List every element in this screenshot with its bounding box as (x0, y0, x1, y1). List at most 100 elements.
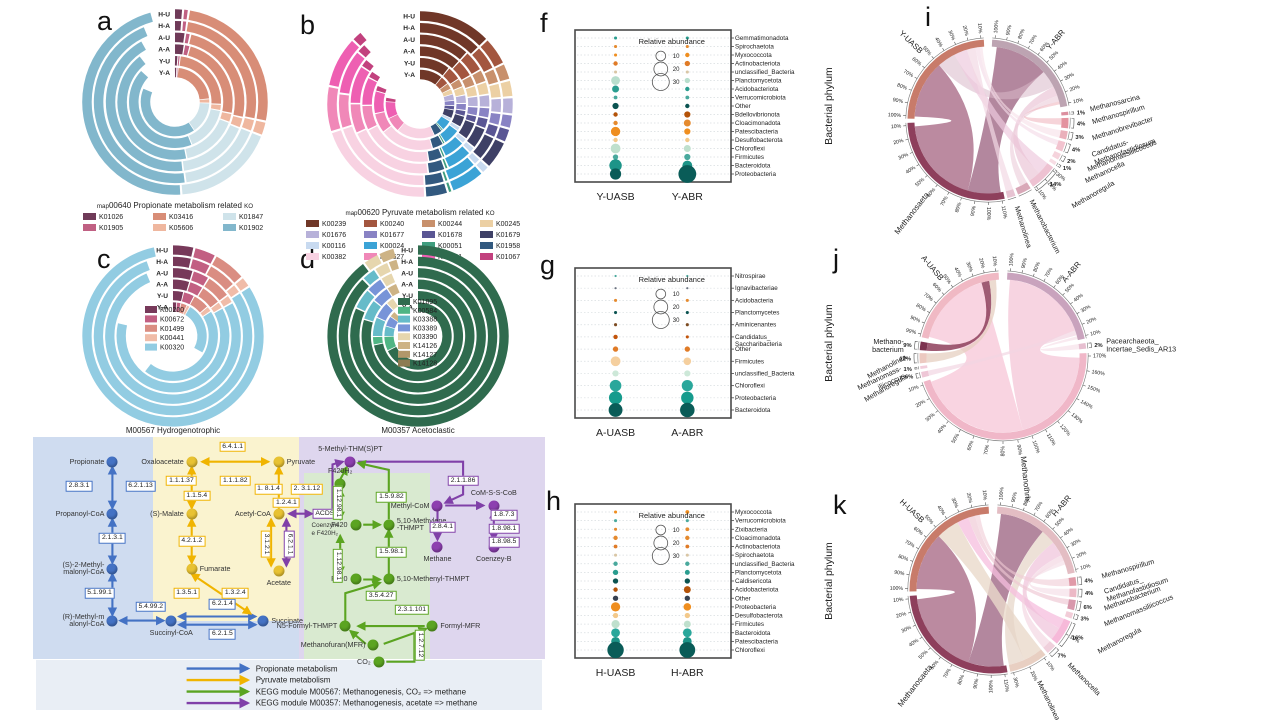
tick-label: 70% (942, 667, 952, 679)
metabolite-node (106, 508, 118, 520)
sector-percent: 4% (1072, 148, 1080, 154)
metabolite-node (186, 456, 198, 468)
tick-label: 40% (933, 36, 944, 48)
phylum-label: Planctomycetota (735, 569, 782, 576)
ring-segment (387, 284, 400, 297)
metabolite-label: Coenzey-B (476, 553, 512, 563)
tick-label: 80% (954, 201, 963, 213)
abundance-dot (685, 52, 690, 58)
ring-segment (472, 70, 486, 85)
chord-ribbon (928, 282, 1023, 433)
ring-segment (389, 114, 405, 130)
legend-label: K01679 (496, 232, 520, 239)
tick-label: 100% (890, 586, 904, 592)
metabolite-node (339, 620, 351, 632)
ring-segment (204, 278, 227, 301)
metabolite-node (186, 508, 198, 520)
tick-label: 100% (1031, 440, 1041, 455)
sector-axis (997, 504, 1077, 573)
tick-label: 80% (897, 554, 909, 563)
tick-label: 90% (892, 97, 904, 105)
tick-label: 50% (923, 514, 935, 526)
sector-name: Methanolinea (1035, 679, 1062, 720)
ring-segment (465, 86, 477, 97)
sector-name: H-UASB (898, 497, 926, 524)
legend-swatch (364, 231, 377, 238)
ring-segment (443, 68, 459, 84)
phylum-label: Desulfobacterota (735, 137, 783, 144)
ring-segment (440, 83, 451, 94)
legend-swatch (480, 231, 493, 238)
tick-label: 20% (1069, 84, 1081, 93)
ring-segment (117, 56, 187, 160)
sector-band (923, 353, 1087, 440)
phylum-label: Spirochaetota (735, 44, 774, 51)
ring-label: Y-U (157, 293, 168, 300)
ring-label: Y-U (404, 60, 415, 67)
abundance-dot (684, 128, 691, 135)
abundance-dot (612, 85, 620, 93)
ring-segment (105, 41, 183, 172)
sector-band (1006, 272, 1085, 341)
ring-segment (427, 160, 445, 173)
abundance-dot (613, 120, 618, 126)
legend-label: K01678 (438, 232, 462, 239)
ring-segment (438, 134, 445, 144)
sector-name: Methanocella (1066, 661, 1103, 698)
abundance-dot (611, 620, 620, 629)
ring-segment (361, 279, 475, 393)
abundance-dot (683, 357, 692, 366)
ring-segment (384, 326, 395, 337)
ring-segment (368, 279, 386, 296)
metabolite-node (350, 519, 362, 531)
legend-size-circle (651, 547, 670, 565)
pathway-edge (190, 572, 253, 615)
abundance-dot (684, 370, 691, 377)
abundance-dot (613, 544, 618, 549)
enzyme-box: 2.1.3.1 (98, 533, 126, 544)
ring-segment (353, 32, 367, 46)
enzyme-box: 1.3.2.4 (221, 587, 249, 599)
phylum-label: Patescibacteria (735, 129, 779, 136)
sector-axis (1048, 646, 1057, 655)
sector-percent: 16% (1072, 635, 1084, 641)
ring-segment (419, 46, 459, 69)
ring-segment (467, 106, 478, 116)
ring-segment (465, 114, 477, 123)
phylum-label: Proteobacteria (735, 395, 776, 402)
legend-title: Relative abundance (639, 37, 705, 46)
ring-label: H-U (156, 248, 168, 255)
ring-label: A-U (401, 270, 413, 277)
x-category-label: Y-ABR (672, 191, 704, 203)
enzyme-box: 1. 8.1.4 (254, 483, 283, 495)
metabolite-node (383, 573, 395, 585)
ring-segment (185, 307, 207, 353)
axis-title: Bacterial phylum (823, 304, 835, 382)
tick-label: 10% (1044, 660, 1055, 672)
enzyme-box: 1.1.5.4 (183, 490, 211, 502)
ring-segment (211, 302, 222, 313)
sector-percent: 3% (1075, 135, 1083, 141)
abundance-dot (683, 145, 691, 152)
ring-segment (374, 289, 392, 307)
ring-segment (384, 336, 397, 351)
abundance-dot (610, 602, 621, 612)
ring-segment (172, 279, 190, 291)
legend-swatch (422, 253, 435, 260)
tick-label: 90% (973, 678, 981, 690)
tick-label: 30% (1063, 72, 1075, 82)
tick-label: 70% (902, 69, 914, 80)
phylum-label: Planctomycetes (735, 310, 779, 317)
metabolite-label: Formyl-MFR (440, 621, 481, 631)
ring-chart-pyruvate: H-U H-A A-U A-A Y-U Y-A map00620 Pyruvate meta… (306, 11, 520, 261)
abundance-dot (609, 168, 622, 180)
legend-label: K01677 (380, 232, 404, 239)
phylum-label: Verrucomicrobiota (735, 95, 786, 102)
ring-label: H-U (401, 248, 413, 255)
sector-band (1055, 140, 1066, 152)
tick-label: 20% (895, 611, 907, 620)
sector-band (921, 370, 930, 378)
ring-segment (369, 71, 381, 82)
enzyme-box: 1.8.7.3 (490, 509, 518, 521)
